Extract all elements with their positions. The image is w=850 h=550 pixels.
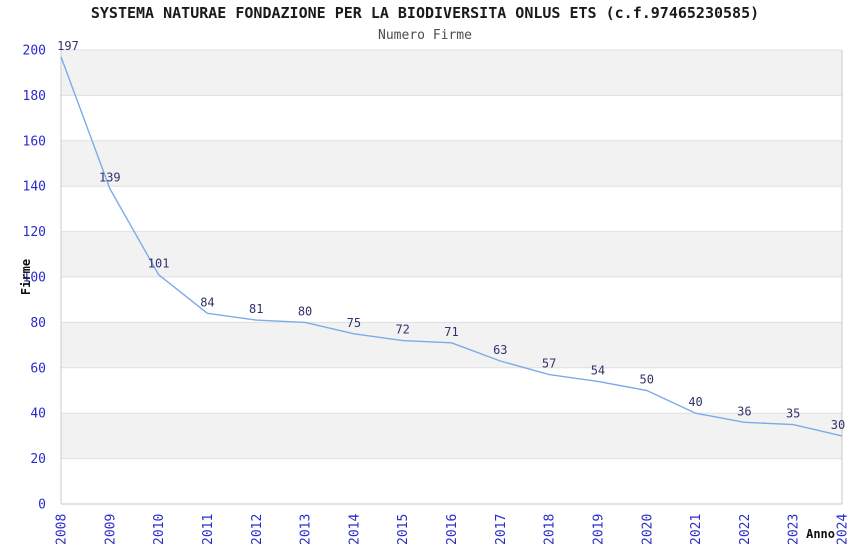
- data-point-label: 40: [688, 395, 702, 409]
- x-tick-label: 2016: [445, 514, 460, 545]
- y-tick-label: 200: [23, 44, 46, 59]
- data-point-label: 139: [99, 170, 121, 184]
- x-tick-label: 2008: [55, 514, 70, 545]
- chart-title: SYSTEMA NATURAE FONDAZIONE PER LA BIODIV…: [91, 4, 759, 22]
- data-point-label: 80: [298, 304, 312, 318]
- y-tick-label: 180: [23, 89, 46, 104]
- x-axis-title: Anno: [806, 527, 835, 541]
- data-point-label: 35: [786, 407, 800, 421]
- x-tick-label: 2018: [543, 514, 558, 545]
- data-point-label: 75: [347, 316, 361, 330]
- gridline-layer: [60, 49, 843, 505]
- data-point-label: 54: [591, 363, 605, 377]
- data-point-label: 36: [737, 404, 751, 418]
- x-tick-label: 2019: [591, 514, 606, 545]
- y-tick-label: 140: [23, 180, 46, 195]
- plot-band: [61, 231, 842, 277]
- data-point-label: 81: [249, 302, 263, 316]
- y-tick-label: 100: [23, 271, 46, 286]
- x-tick-label: 2021: [689, 514, 704, 545]
- x-tick-label: 2024: [836, 514, 850, 545]
- data-point-label: 57: [542, 357, 556, 371]
- data-point-label: 30: [831, 418, 845, 432]
- y-tick-label: 80: [30, 316, 46, 331]
- y-tick-label: 20: [30, 452, 46, 467]
- x-tick-label: 2014: [347, 514, 362, 545]
- y-tick-label: 60: [30, 361, 46, 376]
- y-tick-label: 0: [38, 498, 46, 513]
- data-line: [60, 56, 843, 437]
- y-tick-label: 160: [23, 134, 46, 149]
- x-tick-label: 2015: [396, 514, 411, 545]
- data-point-label: 72: [395, 323, 409, 337]
- data-point-label: 101: [148, 257, 170, 271]
- data-point-label: 50: [640, 373, 654, 387]
- x-tick-label: 2023: [787, 514, 802, 545]
- series-layer: [60, 56, 843, 437]
- data-point-label: 71: [444, 325, 458, 339]
- data-point-label: 197: [57, 39, 79, 53]
- y-axis-title: Firme: [19, 259, 33, 295]
- plot-band: [61, 140, 842, 187]
- x-tick-label: 2010: [152, 514, 167, 545]
- y-tick-label: 120: [23, 225, 46, 240]
- label-layer: 0 20 40 60 80 100 120 140 160 180 200 2008 2009 2010 2…: [23, 39, 850, 545]
- x-tick-label: 2012: [250, 514, 265, 545]
- x-tick-label: 2011: [201, 514, 216, 545]
- x-tick-label: 2022: [738, 514, 753, 545]
- x-tick-label: 2013: [299, 514, 314, 545]
- band-layer: [61, 50, 842, 459]
- chart-subtitle: Numero Firme: [378, 28, 472, 43]
- plot-band: [61, 413, 842, 459]
- plot-band: [61, 50, 842, 96]
- x-tick-label: 2009: [103, 514, 118, 545]
- data-point-label: 63: [493, 343, 507, 357]
- y-tick-label: 40: [30, 407, 46, 422]
- plot-band: [61, 322, 842, 368]
- x-tick-label: 2017: [494, 514, 509, 545]
- x-tick-label: 2020: [640, 514, 655, 545]
- data-point-label: 84: [200, 295, 214, 309]
